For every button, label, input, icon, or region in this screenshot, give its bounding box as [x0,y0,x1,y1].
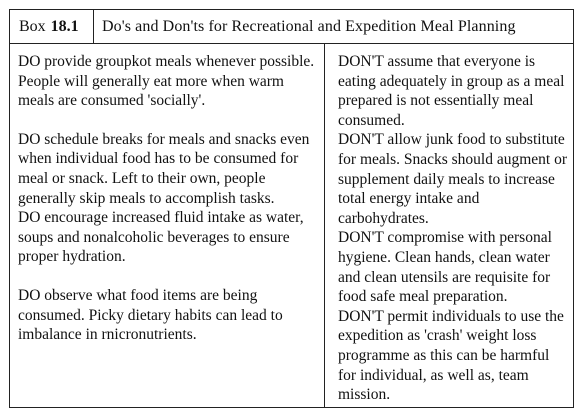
box-label: Box 18.1 [10,10,94,43]
box-number: 18.1 [50,17,79,35]
meal-planning-box: Box 18.1 Do's and Don'ts for Recreationa… [9,9,574,408]
dos-column: DO provide groupkot meals whenever possi… [10,44,325,407]
dont-item: DON'T compromise with personal hygiene. … [338,229,552,306]
box-label-text: Box [19,17,46,35]
dont-item: DON'T permit individuals to use the expe… [338,307,564,404]
do-item: DO observe what food items are being con… [18,286,283,344]
donts-column: DON'T assume that everyone is eating ade… [325,44,573,407]
box-header: Box 18.1 Do's and Don'ts for Recreationa… [10,10,573,44]
do-item: DO schedule breaks for meals and snacks … [18,130,310,207]
dont-item: DON'T allow junk food to substitute for … [338,131,568,227]
do-item: DO provide groupkot meals whenever possi… [18,53,315,110]
do-item: DO encourage increased fluid intake as w… [18,209,304,266]
dont-item: DON'T assume that everyone is eating ade… [338,53,565,129]
box-title: Do's and Don'ts for Recreational and Exp… [102,17,516,35]
